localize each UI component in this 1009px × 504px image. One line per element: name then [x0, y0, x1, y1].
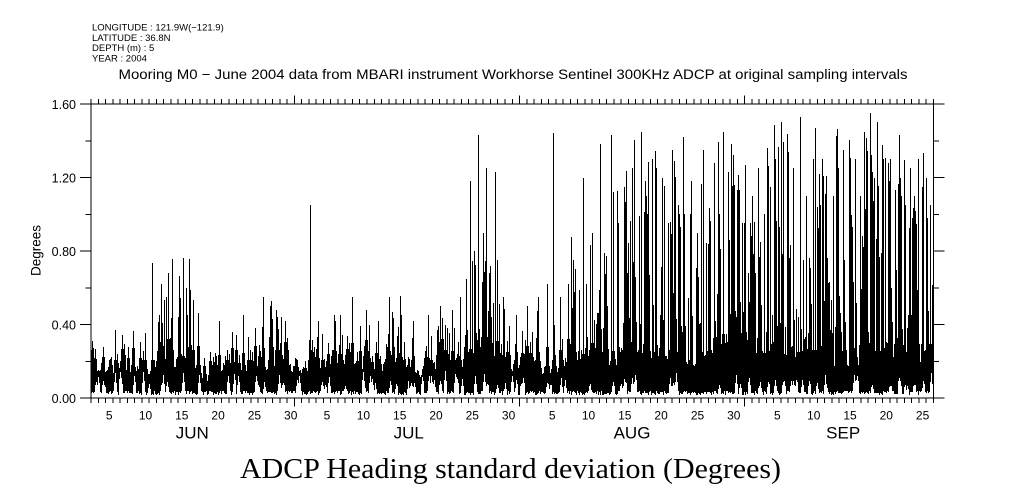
- svg-text:LATITUDE : 36.8N: LATITUDE : 36.8N: [92, 33, 171, 44]
- svg-text:Mooring M0 − June 2004 data fr: Mooring M0 − June 2004 data from MBARI i…: [119, 67, 908, 82]
- svg-text:20: 20: [429, 408, 443, 422]
- svg-text:25: 25: [466, 408, 480, 422]
- svg-text:JUN: JUN: [176, 424, 209, 443]
- svg-text:30: 30: [502, 408, 516, 422]
- svg-text:10: 10: [582, 408, 596, 422]
- svg-text:JUL: JUL: [394, 424, 424, 443]
- svg-text:5: 5: [774, 408, 781, 422]
- svg-text:30: 30: [284, 408, 298, 422]
- svg-text:LONGITUDE : 121.9W(−121.9): LONGITUDE : 121.9W(−121.9): [92, 22, 224, 33]
- svg-text:5: 5: [549, 408, 556, 422]
- svg-text:Degrees: Degrees: [29, 225, 44, 276]
- svg-text:0.00: 0.00: [52, 392, 76, 406]
- svg-text:AUG: AUG: [614, 424, 651, 443]
- svg-text:1.60: 1.60: [52, 98, 76, 112]
- svg-text:25: 25: [916, 408, 930, 422]
- svg-text:25: 25: [691, 408, 705, 422]
- svg-text:15: 15: [175, 408, 189, 422]
- svg-text:10: 10: [807, 408, 821, 422]
- svg-text:15: 15: [618, 408, 632, 422]
- svg-text:DEPTH (m) : 5: DEPTH (m) : 5: [92, 43, 154, 54]
- svg-text:20: 20: [654, 408, 668, 422]
- svg-text:30: 30: [727, 408, 741, 422]
- svg-text:0.40: 0.40: [52, 318, 76, 332]
- svg-text:10: 10: [139, 408, 153, 422]
- svg-text:ADCP Heading standard deviatio: ADCP Heading standard deviation (Degrees…: [240, 453, 781, 485]
- svg-text:25: 25: [248, 408, 262, 422]
- svg-text:SEP: SEP: [826, 424, 860, 443]
- svg-text:20: 20: [880, 408, 894, 422]
- svg-text:20: 20: [211, 408, 225, 422]
- svg-text:15: 15: [843, 408, 857, 422]
- svg-text:10: 10: [357, 408, 371, 422]
- svg-text:5: 5: [324, 408, 331, 422]
- svg-text:YEAR : 2004: YEAR : 2004: [92, 54, 147, 65]
- svg-text:1.20: 1.20: [52, 171, 76, 185]
- svg-text:0.80: 0.80: [52, 245, 76, 259]
- svg-text:15: 15: [393, 408, 407, 422]
- svg-text:5: 5: [106, 408, 113, 422]
